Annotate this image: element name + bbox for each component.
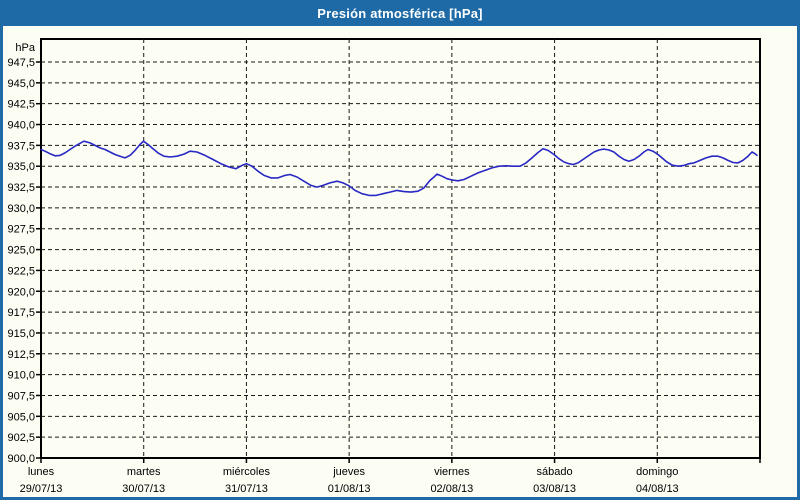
y-tick-label: 902,5	[7, 432, 35, 444]
y-tick-label: 910,0	[7, 370, 35, 382]
y-tick-label: 922,5	[7, 265, 35, 277]
y-tick-label: 907,5	[7, 390, 35, 402]
y-tick-label: 942,5	[7, 99, 35, 111]
y-tick-label: 915,0	[7, 328, 35, 340]
y-tick-label: 945,0	[7, 78, 35, 90]
day-name-label: martes	[127, 466, 161, 478]
y-tick-label: 920,0	[7, 286, 35, 298]
y-tick-label: 932,5	[7, 182, 35, 194]
y-tick-label: 917,5	[7, 307, 35, 319]
y-tick-label: 947,5	[7, 57, 35, 69]
plot-border	[40, 38, 761, 459]
day-date-label: 02/08/13	[430, 483, 473, 495]
y-tick-label: 930,0	[7, 203, 35, 215]
chart-panel: 947,5 945,0 942,5 940,0 937,5 935,0 932,5 930,0…	[3, 26, 797, 497]
day-date-label: 01/08/13	[328, 483, 371, 495]
y-tick-label: 927,5	[7, 224, 35, 236]
y-tick-label: 912,5	[7, 349, 35, 361]
y-tick-label: 935,0	[7, 161, 35, 173]
day-name-label: domingo	[636, 466, 678, 478]
y-tick-label: 925,0	[7, 245, 35, 257]
day-name-label: miércoles	[223, 466, 271, 478]
pressure-chart: 947,5 945,0 942,5 940,0 937,5 935,0 932,5 930,0…	[7, 38, 761, 495]
title-bar: Presión atmosférica [hPa]	[0, 0, 800, 26]
y-tick-label: 905,0	[7, 411, 35, 423]
day-date-label: 03/08/13	[533, 483, 576, 495]
day-date-label: 31/07/13	[225, 483, 268, 495]
day-date-label: 04/08/13	[636, 483, 679, 495]
y-tick-label: 900,0	[7, 453, 35, 465]
day-name-label: sábado	[537, 466, 573, 478]
chart-title: Presión atmosférica [hPa]	[317, 5, 483, 21]
day-name-label: lunes	[28, 466, 55, 478]
day-date-label: 30/07/13	[122, 483, 165, 495]
y-tick-label: 940,0	[7, 120, 35, 132]
day-date-label: 29/07/13	[20, 483, 63, 495]
day-name-label: viernes	[434, 466, 470, 478]
y-tick-label: 937,5	[7, 140, 35, 152]
day-name-label: jueves	[332, 466, 365, 478]
y-axis-unit-label: hPa	[15, 42, 35, 54]
pressure-line	[40, 140, 758, 197]
